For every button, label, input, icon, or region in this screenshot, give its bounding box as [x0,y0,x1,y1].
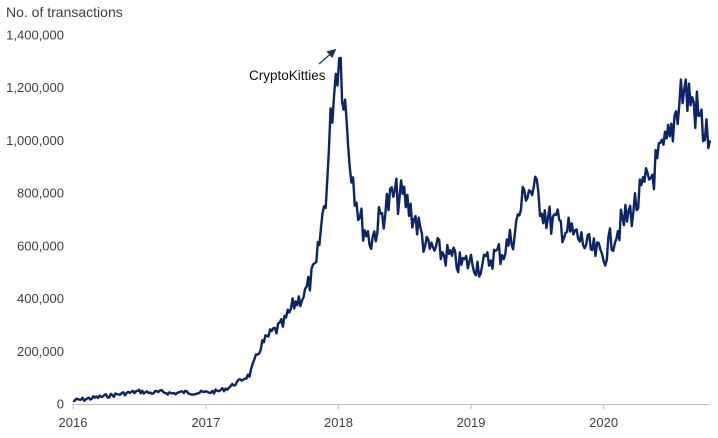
y-axis-ticks: 0 200,000 400,000 600,000 800,000 1,000,000 1,… [6,28,64,412]
x-axis-ticks: 2016 2017 2018 2019 2020 [59,404,618,430]
annotation-arrow-head [326,48,337,59]
x-tick-label: 2018 [324,415,353,430]
x-tick-label: 2020 [589,415,618,430]
annotation-group: CryptoKitties [249,48,337,83]
x-tick-label: 2017 [191,415,220,430]
y-tick-label: 200,000 [17,344,64,359]
series-line [72,56,712,403]
y-tick-label: 800,000 [17,186,64,201]
y-tick-label: 1,000,000 [6,133,64,148]
y-tick-label: 0 [57,397,64,412]
annotation-label: CryptoKitties [249,68,326,83]
series-group [72,56,712,403]
y-tick-label: 1,200,000 [6,80,64,95]
y-tick-label: 600,000 [17,238,64,253]
y-axis-title: No. of transactions [6,4,123,20]
y-tick-label: 1,400,000 [6,28,64,43]
x-tick-label: 2016 [59,415,88,430]
x-tick-label: 2019 [457,415,486,430]
y-tick-label: 400,000 [17,291,64,306]
